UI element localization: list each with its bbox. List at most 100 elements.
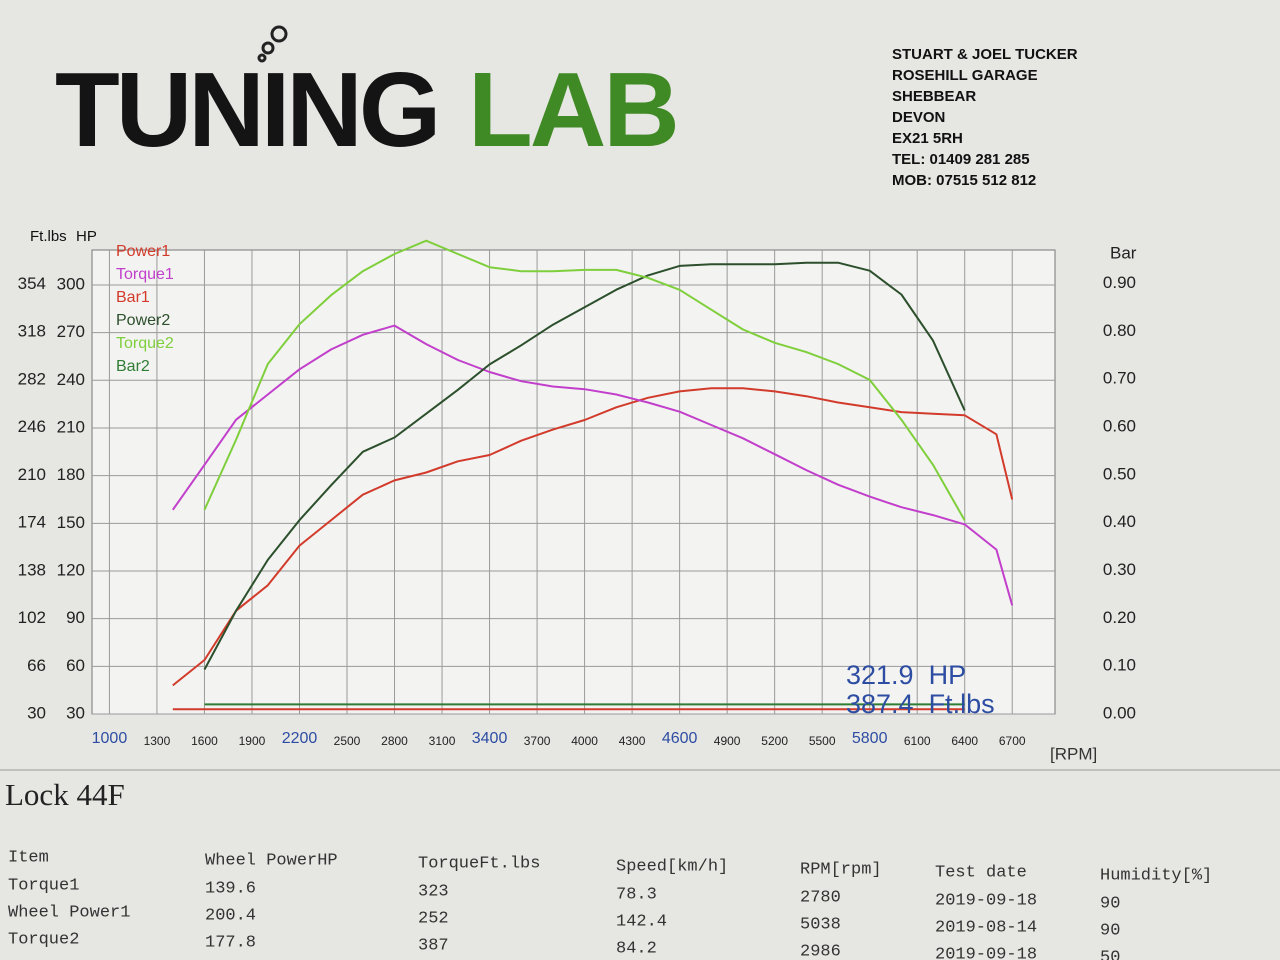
y-tick-label: 120 bbox=[57, 560, 85, 579]
y3-tick-label: 174 bbox=[18, 513, 46, 532]
y2-tick-label: 0.50 bbox=[1103, 464, 1136, 483]
results-table: Item Wheel PowerHP TorqueFt.lbs Speed[km/h]… bbox=[8, 848, 1212, 960]
table-cell: 50 bbox=[1100, 948, 1120, 960]
x-tick-label: 6400 bbox=[951, 734, 978, 748]
x-tick-label: 2800 bbox=[381, 734, 408, 748]
grid bbox=[92, 250, 1055, 715]
address-line: STUART & JOEL TUCKER bbox=[892, 46, 1078, 63]
x-tick-label: 4000 bbox=[571, 734, 598, 748]
y3-axis-title: Ft.lbs bbox=[30, 228, 67, 245]
table-cell: 78.3 bbox=[616, 885, 657, 904]
y-tick-label: 270 bbox=[57, 322, 85, 341]
x-tick-label: 1600 bbox=[191, 734, 218, 748]
y-tick-label: 60 bbox=[66, 656, 85, 675]
table-cell: 2019-09-18 bbox=[935, 891, 1037, 910]
annotation: 321.9 HP bbox=[846, 660, 966, 690]
y3-tick-label: 138 bbox=[18, 560, 46, 579]
logo-gears bbox=[257, 25, 288, 63]
legend-entry: Bar2 bbox=[116, 358, 150, 375]
y3-tick-label: 354 bbox=[18, 274, 46, 293]
legend-entry: Power2 bbox=[116, 312, 170, 329]
table-cell: 2780 bbox=[800, 888, 841, 907]
y3-tick-label: 318 bbox=[18, 322, 46, 341]
plot-area bbox=[91, 249, 1056, 715]
x-tick-label: 4900 bbox=[714, 734, 741, 748]
y-tick-label: 240 bbox=[57, 370, 85, 389]
table-cell: 2019-09-18 bbox=[935, 945, 1037, 960]
x-tick-label: 3700 bbox=[524, 734, 551, 748]
column-header: TorqueFt.lbs bbox=[418, 854, 540, 873]
y-tick-label: 90 bbox=[66, 608, 85, 627]
x-tick-label: 3100 bbox=[429, 734, 456, 748]
y2-tick-label: 0.10 bbox=[1103, 656, 1136, 675]
y-tick-label: 210 bbox=[57, 417, 85, 436]
address-line: ROSEHILL GARAGE bbox=[892, 67, 1038, 84]
series-line bbox=[172, 387, 1014, 687]
y3-tick-label: 282 bbox=[18, 369, 46, 388]
logo-left: TUNING bbox=[55, 51, 437, 169]
series-line bbox=[203, 261, 966, 670]
column-header: Speed[km/h] bbox=[616, 857, 728, 876]
y3-tick-label: 210 bbox=[18, 465, 46, 484]
x-axis-title: [RPM] bbox=[1050, 744, 1097, 763]
address-line: EX21 5RH bbox=[892, 130, 963, 147]
lines bbox=[171, 239, 1014, 711]
x-tick-label: 6100 bbox=[904, 734, 931, 748]
report-title: Lock 44F bbox=[5, 777, 125, 812]
address-line: DEVON bbox=[892, 109, 945, 126]
x-tick-label: 1000 bbox=[92, 730, 128, 747]
y-axis-title: HP bbox=[76, 228, 97, 245]
table-cell: 142.4 bbox=[616, 912, 667, 931]
table-cell: 252 bbox=[418, 909, 449, 928]
address-line: SHEBBEAR bbox=[892, 88, 976, 105]
table-cell: Torque1 bbox=[8, 876, 79, 895]
y3-tick-label: 102 bbox=[18, 608, 46, 627]
x-tick-label: 3400 bbox=[472, 730, 508, 747]
x-tick-label: 1300 bbox=[144, 734, 171, 748]
labels: 1000 1300 1600 1900 2200 2500 2800 3100 3400 3700… bbox=[18, 243, 1136, 748]
legend-entry: Torque1 bbox=[116, 266, 174, 283]
y2-axis-title: Bar bbox=[1110, 243, 1137, 262]
column-header: Test date bbox=[935, 863, 1027, 882]
column-header: Item bbox=[8, 848, 49, 867]
y-tick-label: 300 bbox=[57, 274, 85, 293]
table-cell: 323 bbox=[418, 882, 449, 901]
y2-tick-label: 0.40 bbox=[1103, 512, 1136, 531]
x-tick-label: 5200 bbox=[761, 734, 788, 748]
table-cell: Torque2 bbox=[8, 930, 79, 949]
x-tick-label: 1900 bbox=[239, 734, 266, 748]
y-tick-label: 30 bbox=[66, 703, 85, 722]
y2-tick-label: 0.30 bbox=[1103, 560, 1136, 579]
x-tick-label: 5500 bbox=[809, 734, 836, 748]
y3-tick-label: 30 bbox=[27, 703, 46, 722]
legend-entry: Power1 bbox=[116, 243, 170, 260]
table-cell: 5038 bbox=[800, 915, 841, 934]
y-tick-label: 150 bbox=[57, 513, 85, 532]
table-cell: 2019-08-14 bbox=[935, 918, 1037, 937]
y3-tick-label: 66 bbox=[27, 656, 46, 675]
address-line: MOB: 07515 512 812 bbox=[892, 172, 1036, 189]
y2-tick-label: 0.60 bbox=[1103, 416, 1136, 435]
table-cell: 139.6 bbox=[205, 879, 256, 898]
y2-tick-label: 0.80 bbox=[1103, 321, 1136, 340]
legend-entry: Bar1 bbox=[116, 289, 150, 306]
x-tick-label: 2200 bbox=[282, 730, 318, 747]
column-header: RPM[rpm] bbox=[800, 860, 882, 879]
x-tick-label: 6700 bbox=[999, 734, 1026, 748]
table-cell: 2986 bbox=[800, 942, 841, 960]
series-line bbox=[203, 239, 966, 521]
y2-tick-label: 0.20 bbox=[1103, 608, 1136, 627]
x-tick-label: 5800 bbox=[852, 730, 888, 747]
series-line bbox=[171, 324, 1014, 606]
column-header: Wheel PowerHP bbox=[205, 851, 338, 870]
x-tick-label: 4300 bbox=[619, 734, 646, 748]
logo-right: LAB bbox=[468, 51, 677, 169]
table-cell: 90 bbox=[1100, 921, 1120, 940]
y2-tick-label: 0.70 bbox=[1103, 369, 1136, 388]
y2-tick-label: 0.90 bbox=[1103, 273, 1136, 292]
address-line: TEL: 01409 281 285 bbox=[892, 151, 1030, 168]
table-cell: 177.8 bbox=[205, 933, 256, 952]
x-tick-label: 4600 bbox=[662, 730, 698, 747]
address: STUART & JOEL TUCKER ROSEHILL GARAGE SHEBB… bbox=[892, 46, 1078, 189]
